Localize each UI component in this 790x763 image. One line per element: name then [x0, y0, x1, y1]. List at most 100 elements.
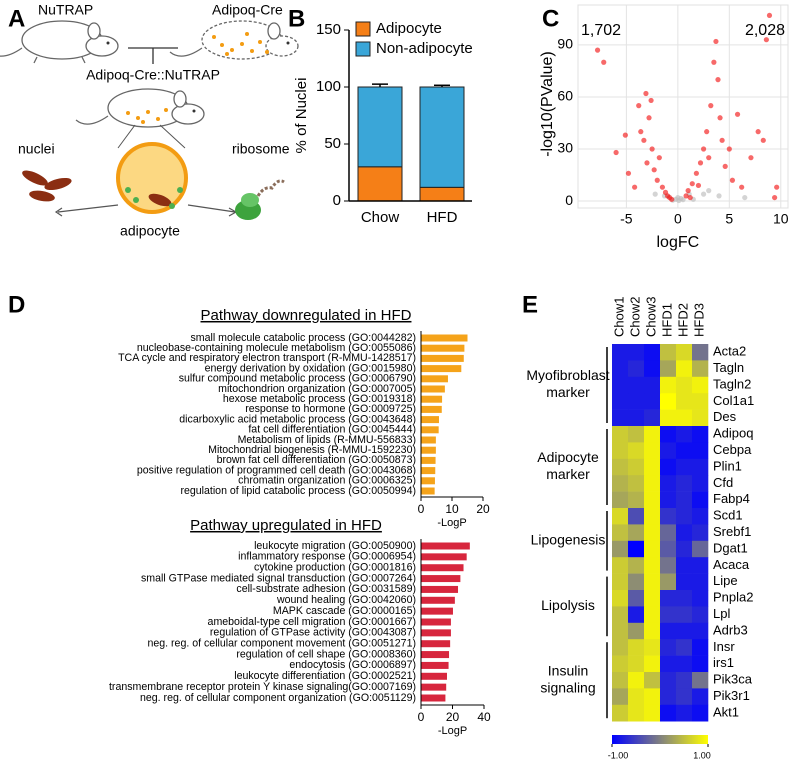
bar [357, 86, 403, 168]
heatmap-cell [676, 622, 693, 640]
x-tick-label: 5 [725, 211, 733, 227]
heatmap-cell [676, 360, 693, 378]
point [638, 129, 644, 135]
bar [421, 564, 464, 572]
heatmap-cell [692, 639, 709, 656]
point [713, 38, 719, 45]
colorbar [612, 735, 708, 744]
row-label: Dgat1 [713, 540, 748, 555]
category-label: TCA cycle and respiratory electron trans… [118, 352, 416, 364]
heatmap-cell [644, 704, 661, 722]
heatmap-cell [692, 704, 709, 722]
bar [419, 186, 465, 202]
heatmap-cell [676, 426, 693, 443]
category-label: leukocyte migration (GO:0050900) [254, 540, 416, 552]
group-label: Myofibroblast [526, 367, 609, 383]
heatmap-cell [644, 639, 661, 656]
heatmap-cell [660, 622, 677, 640]
category-label: neg. reg. of cellular component organiza… [140, 692, 416, 704]
heatmap-cell [644, 573, 661, 591]
heatmap-cell [628, 557, 645, 574]
heatmap-cell [676, 475, 693, 492]
y-tick-label: 90 [557, 36, 573, 52]
point [683, 193, 689, 199]
heatmap-cell [660, 475, 677, 492]
heatmap-cell [628, 622, 645, 640]
group-label: Insulin [548, 662, 588, 678]
heatmap-cell [612, 426, 629, 443]
point [644, 160, 650, 166]
group-label: marker [546, 466, 590, 482]
category-label: regulation of cell shape (GO:0008360) [236, 648, 416, 660]
heatmap-cell [612, 475, 629, 492]
heatmap-cell [644, 376, 661, 394]
heatmap-cell [612, 606, 629, 624]
heatmap-cell [660, 508, 677, 525]
point [711, 59, 717, 65]
heatmap-cell [644, 622, 661, 640]
heatmap-cell [628, 672, 645, 689]
legend-label: Adipocyte [376, 20, 442, 37]
heatmap-cell [676, 688, 693, 706]
y-axis-label: -log10(PValue) [539, 51, 556, 157]
bar [421, 365, 462, 373]
row-label: Scd1 [713, 508, 743, 523]
category-label: inflammatory response (GO:0006954) [238, 551, 416, 563]
heatmap-cell [628, 393, 645, 410]
heatmap-cell [676, 606, 693, 624]
point [726, 146, 732, 152]
point [716, 193, 722, 199]
heatmap-cell [612, 524, 629, 542]
heatmap-cell [628, 376, 645, 394]
diagram-label: adipocyte [120, 223, 180, 239]
heatmap-cell [628, 688, 645, 706]
arrows [54, 204, 238, 217]
y-axis-label: % of Nuclei [293, 78, 310, 154]
heatmap-cell [628, 573, 645, 591]
heatmap-cell [660, 409, 677, 427]
category-label: Mitochondrial biogenesis (R-MMU-1592230) [208, 444, 416, 456]
bar [421, 596, 455, 604]
heatmap-cell [612, 672, 629, 689]
heatmap-cell [692, 360, 709, 378]
heatmap-cell [660, 442, 677, 460]
heatmap-cell [612, 704, 629, 722]
y-tick-label: 150 [316, 21, 341, 38]
mouse-cross [75, 88, 205, 128]
heatmap-cell [644, 672, 661, 689]
bar [421, 487, 435, 495]
heatmap-cell [676, 508, 693, 525]
bar [421, 585, 459, 593]
annotation: 1,702 [581, 22, 621, 39]
category-label: Metabolism of lipids (R-MMU-556833) [238, 434, 416, 446]
bar [421, 661, 449, 669]
heatmap-cell [692, 458, 709, 476]
point [755, 129, 761, 135]
cell-nucleus [148, 193, 172, 207]
point [669, 196, 675, 202]
point [717, 115, 723, 121]
point [722, 163, 728, 169]
heatmap-cell [612, 491, 629, 509]
point [734, 111, 741, 117]
bar [421, 553, 467, 561]
diagram-label: NuTRAP [38, 2, 93, 18]
point [659, 184, 666, 190]
y-tick-label: 30 [557, 140, 573, 156]
category-label: leukocyte differentiation (GO:0002521) [234, 670, 416, 682]
heatmap-cell [612, 622, 629, 640]
x-tick-label: 10 [773, 211, 789, 227]
group-label: marker [546, 384, 590, 400]
heatmap-cell [692, 655, 709, 673]
heatmap-cell [612, 639, 629, 656]
heatmap-cell [676, 704, 693, 722]
group-label: Adipocyte [537, 449, 599, 465]
heatmap-cell [676, 344, 693, 361]
heatmap-cell [612, 688, 629, 706]
heatmap-cell [628, 360, 645, 378]
row-label: Pik3ca [713, 672, 753, 687]
heatmap-cell [644, 557, 661, 574]
heatmap-cell [644, 590, 661, 607]
point [695, 182, 702, 189]
point [625, 170, 632, 176]
